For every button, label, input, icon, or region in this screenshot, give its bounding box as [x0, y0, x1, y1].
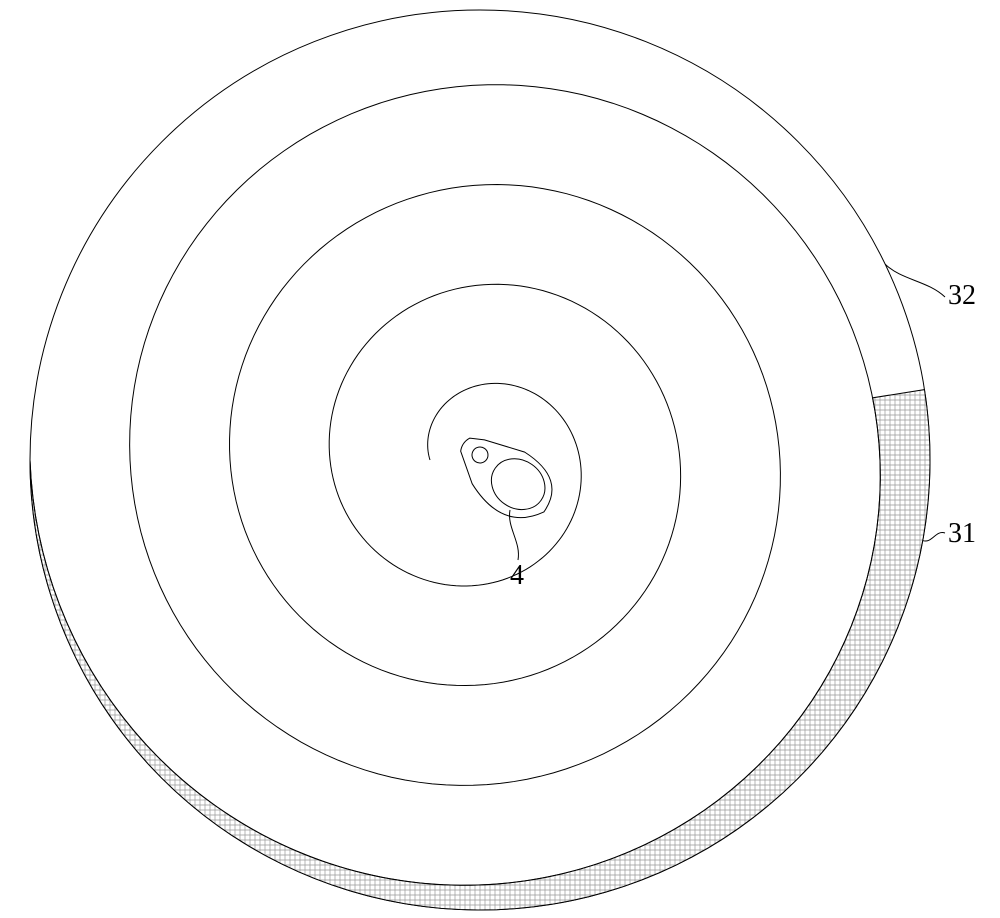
reference-label-4: 4	[510, 560, 524, 592]
diagram-canvas	[0, 0, 1000, 918]
leader-line-32	[885, 264, 945, 297]
reference-label-32: 32	[948, 280, 976, 312]
reference-label-31: 31	[948, 518, 976, 550]
leader-line-31	[923, 533, 945, 542]
pull-tab	[443, 421, 566, 534]
